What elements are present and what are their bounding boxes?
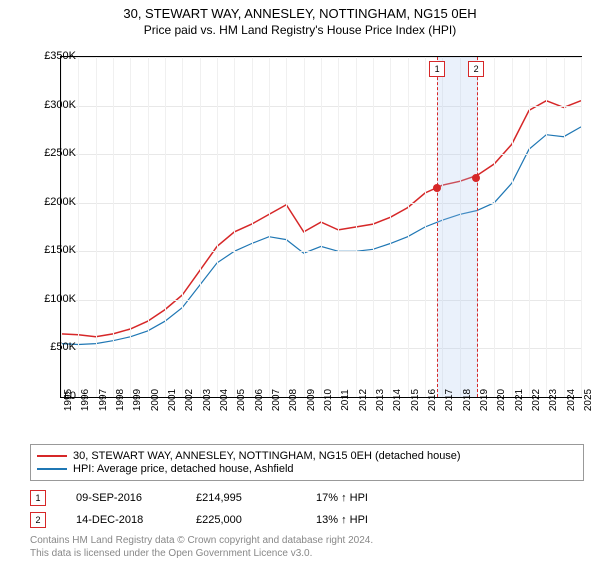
x-axis-label: 2003: [202, 389, 213, 411]
x-axis-label: 2020: [496, 389, 507, 411]
x-axis-label: 1996: [80, 389, 91, 411]
legend-item: HPI: Average price, detached house, Ashf…: [37, 463, 577, 475]
chart-title: 30, STEWART WAY, ANNESLEY, NOTTINGHAM, N…: [0, 6, 600, 21]
transaction-delta: 13% ↑ HPI: [316, 514, 406, 526]
x-axis-label: 2024: [566, 389, 577, 411]
transaction-price: £214,995: [196, 492, 286, 504]
x-axis-label: 2019: [479, 389, 490, 411]
chart-marker: 1: [429, 61, 445, 77]
x-axis-label: 2006: [254, 389, 265, 411]
y-axis-label: £250K: [44, 147, 76, 159]
x-axis-label: 2005: [236, 389, 247, 411]
footer-line-2: This data is licensed under the Open Gov…: [30, 547, 373, 560]
x-axis-label: 2014: [392, 389, 403, 411]
chart-plot-area: 12: [60, 56, 582, 398]
x-axis-label: 2015: [410, 389, 421, 411]
footer-line-1: Contains HM Land Registry data © Crown c…: [30, 534, 373, 547]
y-axis-label: £150K: [44, 244, 76, 256]
x-axis-label: 2011: [340, 389, 351, 411]
y-axis-label: £300K: [44, 99, 76, 111]
x-axis-label: 2004: [219, 389, 230, 411]
y-axis-label: £200K: [44, 196, 76, 208]
transaction-dot: [472, 174, 480, 182]
transaction-price: £225,000: [196, 514, 286, 526]
x-axis-label: 2016: [427, 389, 438, 411]
x-axis-label: 1995: [63, 389, 74, 411]
x-axis-label: 2000: [150, 389, 161, 411]
x-axis-label: 2022: [531, 389, 542, 411]
x-axis-label: 1998: [115, 389, 126, 411]
x-axis-label: 1997: [98, 389, 109, 411]
transaction-marker: 2: [30, 512, 46, 528]
x-axis-label: 2007: [271, 389, 282, 411]
x-axis-label: 2002: [184, 389, 195, 411]
transaction-row-1: 1 09-SEP-2016 £214,995 17% ↑ HPI: [30, 490, 570, 506]
x-axis-label: 2023: [548, 389, 559, 411]
transaction-delta: 17% ↑ HPI: [316, 492, 406, 504]
transaction-marker: 1: [30, 490, 46, 506]
x-axis-label: 2001: [167, 389, 178, 411]
transaction-date: 09-SEP-2016: [76, 492, 166, 504]
x-axis-label: 2012: [358, 389, 369, 411]
legend-label: HPI: Average price, detached house, Ashf…: [73, 463, 294, 475]
highlight-band: [437, 57, 478, 397]
legend-item: 30, STEWART WAY, ANNESLEY, NOTTINGHAM, N…: [37, 450, 577, 462]
x-axis-label: 1999: [132, 389, 143, 411]
x-axis-label: 2013: [375, 389, 386, 411]
chart-subtitle: Price paid vs. HM Land Registry's House …: [0, 23, 600, 37]
x-axis-label: 2021: [514, 389, 525, 411]
legend: 30, STEWART WAY, ANNESLEY, NOTTINGHAM, N…: [30, 444, 584, 481]
chart-marker: 2: [468, 61, 484, 77]
y-axis-label: £100K: [44, 293, 76, 305]
x-axis-label: 2018: [462, 389, 473, 411]
x-axis-label: 2009: [306, 389, 317, 411]
x-axis-label: 2025: [583, 389, 594, 411]
x-axis-label: 2008: [288, 389, 299, 411]
legend-label: 30, STEWART WAY, ANNESLEY, NOTTINGHAM, N…: [73, 450, 461, 462]
y-axis-label: £350K: [44, 50, 76, 62]
transaction-row-2: 2 14-DEC-2018 £225,000 13% ↑ HPI: [30, 512, 570, 528]
x-axis-label: 2010: [323, 389, 334, 411]
y-axis-label: £50K: [50, 341, 76, 353]
transaction-date: 14-DEC-2018: [76, 514, 166, 526]
transaction-dot: [433, 184, 441, 192]
footer-attribution: Contains HM Land Registry data © Crown c…: [30, 534, 373, 560]
x-axis-label: 2017: [444, 389, 455, 411]
